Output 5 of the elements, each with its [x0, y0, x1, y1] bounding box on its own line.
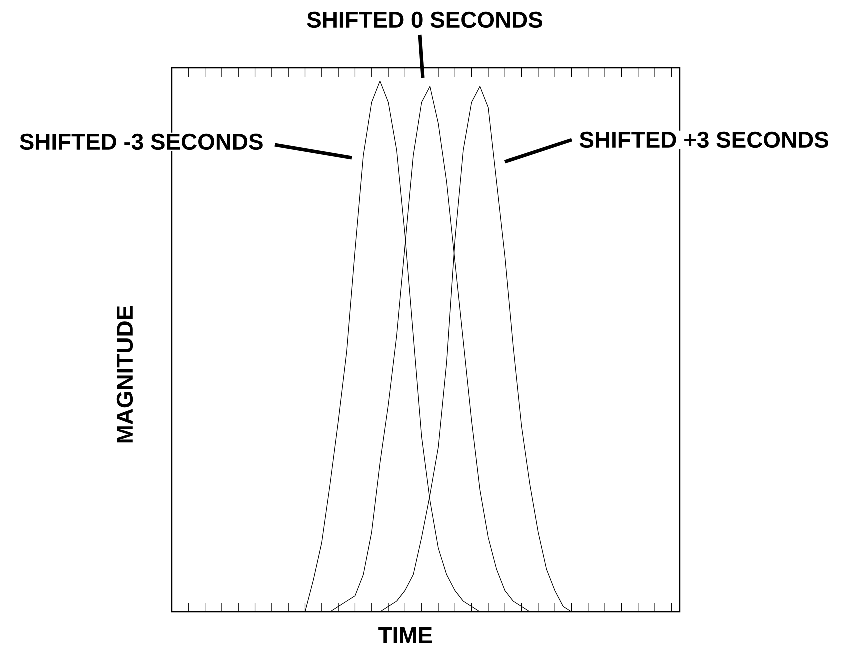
x-axis-title: TIME: [378, 628, 432, 644]
y-axis-title: MAGNITUDE: [116, 306, 134, 443]
legend-label: SHIFTED +3 SECONDS: [580, 132, 828, 148]
text: SHIFTED -3 SECONDS: [20, 134, 263, 150]
text: SHIFTED 0 SECONDS: [307, 12, 542, 28]
